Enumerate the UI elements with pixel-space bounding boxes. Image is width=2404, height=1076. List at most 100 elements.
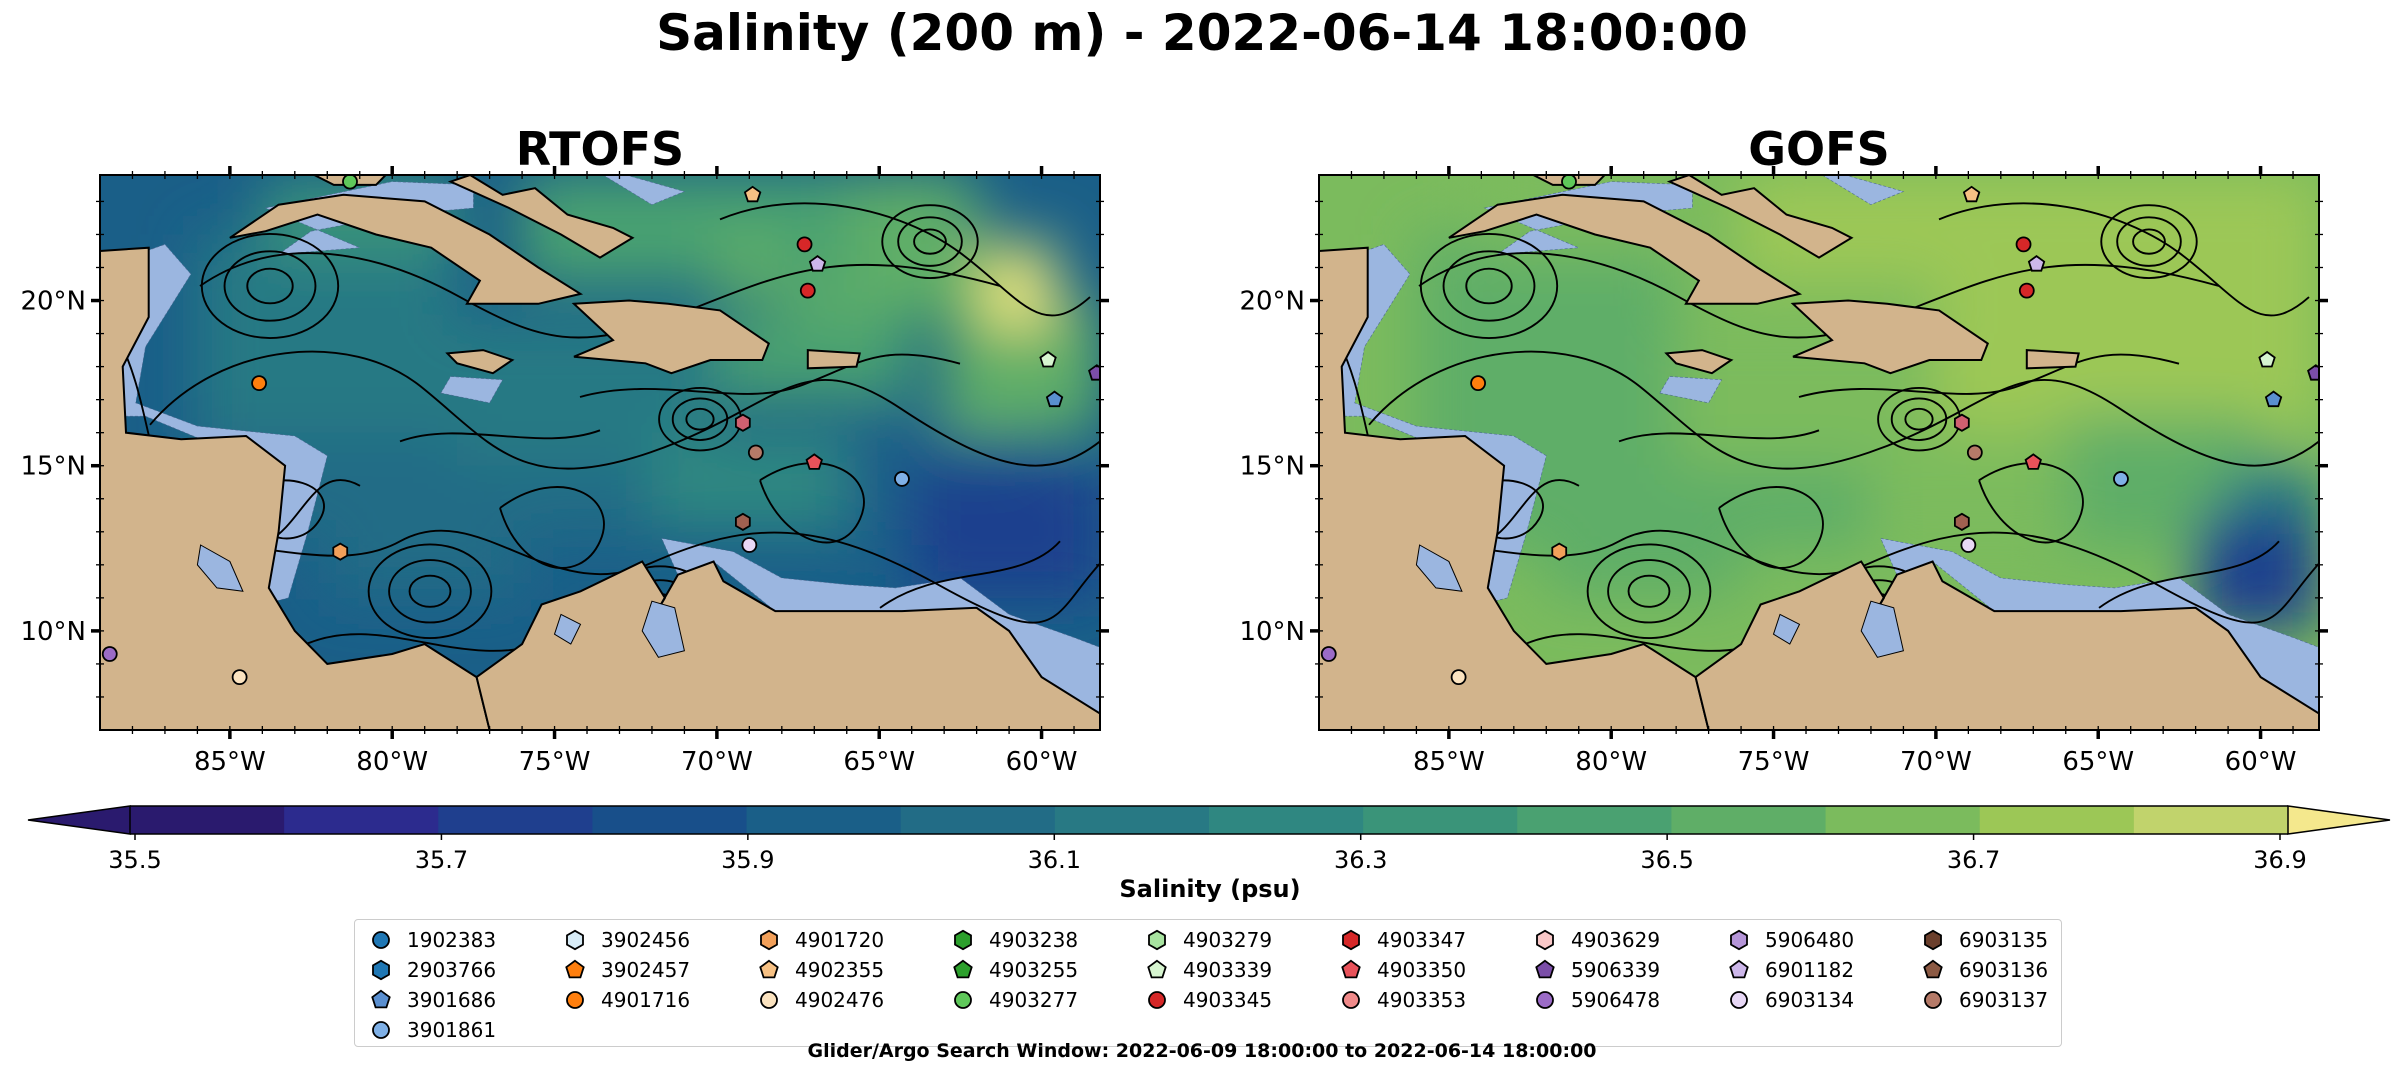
legend-marker: [1730, 929, 1748, 951]
x-tick-label: 70°W: [681, 747, 753, 777]
legend-label: 4901716: [601, 988, 691, 1012]
float-marker-5906478: [101, 646, 118, 662]
float-marker-4903339: [2258, 350, 2276, 368]
legend-item-4901720: 4901720: [757, 925, 884, 955]
legend-label: 3901686: [407, 988, 497, 1012]
legend-item-5906339: 5906339: [1533, 955, 1660, 985]
rtofs-map-panel: 85°W 80°W 75°W 70°W 65°W 60°W 10°N 15°N 20°N RTOF…: [20, 122, 1109, 777]
legend-marker: [1342, 991, 1360, 1009]
legend-item-3901861: 3901861: [369, 1015, 496, 1045]
legend-item-5906480: 5906480: [1727, 925, 1854, 955]
colorbar-tick-label: 36.7: [1947, 846, 2000, 874]
hexagon-marker-icon: [760, 929, 778, 951]
pentagon-marker-icon: [1923, 959, 1943, 979]
legend-marker: [566, 991, 584, 1009]
colorbar-segment: [1671, 806, 1827, 834]
legend-label: 2903766: [407, 958, 497, 982]
legend-label: 4903279: [1183, 928, 1273, 952]
figure-title: Salinity (200 m) - 2022-06-14 18:00:00: [656, 4, 1748, 62]
pentagon-marker-icon: [759, 959, 779, 979]
y-tick-label: 20°N: [20, 287, 86, 317]
legend-marker: [1342, 929, 1360, 951]
legend-label: 4903353: [1377, 988, 1467, 1012]
legend-item-5906478: 5906478: [1533, 985, 1660, 1015]
legend-item-4903350: 4903350: [1339, 955, 1466, 985]
float-marker-4903339: [1039, 350, 1057, 368]
legend-label: 4902355: [795, 958, 885, 982]
legend-marker: [1148, 929, 1166, 951]
float-marker-4903277: [1561, 175, 1577, 190]
float-marker-4901716: [251, 375, 267, 392]
legend-marker: [760, 929, 778, 951]
float-marker-4902476: [231, 669, 248, 686]
float-marker-extra-0: [2018, 282, 2035, 299]
float-marker-6903137: [1966, 444, 1983, 461]
legend-marker: [1729, 959, 1749, 979]
float-marker-4901720: [1551, 542, 1568, 561]
circle-marker-icon: [372, 931, 390, 949]
land-jamaica: [1664, 349, 1734, 375]
legend-label: 4903350: [1377, 958, 1467, 982]
legend-marker: [371, 989, 391, 1009]
land-south: [475, 560, 1100, 730]
y-tick-label: 15°N: [1239, 452, 1305, 482]
x-tick-label: 60°W: [1006, 747, 1078, 777]
float-marker-6901182: [808, 254, 827, 272]
legend-item-6903136: 6903136: [1921, 955, 2048, 985]
float-marker-4903277: [342, 175, 358, 190]
legend-label: 3902456: [601, 928, 691, 952]
x-tick-label: 80°W: [356, 747, 428, 777]
legend-label: 4903347: [1377, 928, 1467, 952]
float-marker-extra-1: [1954, 413, 1970, 432]
pentagon-marker-icon: [1729, 959, 1749, 979]
legend-marker: [372, 959, 390, 981]
pentagon-marker-icon: [1147, 959, 1167, 979]
legend-item-2903766: 2903766: [369, 955, 496, 985]
legend-item-4903345: 4903345: [1145, 985, 1272, 1015]
legend-label: 4901720: [795, 928, 885, 952]
colorbar-segment: [592, 806, 748, 834]
land-bahamas: [447, 175, 635, 259]
float-marker-3901861: [2113, 471, 2129, 487]
float-marker-6903134: [1960, 537, 1977, 553]
legend-marker: [1341, 959, 1361, 979]
colorbar-segment: [1209, 806, 1364, 834]
legend-label: 1902383: [407, 928, 497, 952]
land-cuba: [1448, 193, 1803, 305]
colorbar-tick-label: 35.9: [721, 846, 774, 874]
circle-marker-icon: [372, 1021, 390, 1039]
x-tick-label: 85°W: [1413, 747, 1485, 777]
legend-label: 6903134: [1765, 988, 1855, 1012]
legend-item-4903238: 4903238: [951, 925, 1078, 955]
legend-label: 5906480: [1765, 928, 1855, 952]
legend-item-1902383: 1902383: [369, 925, 496, 955]
float-marker-4903350: [805, 453, 823, 470]
legend-label: 5906478: [1571, 988, 1661, 1012]
legend-label: 4903255: [989, 958, 1079, 982]
legend-label: 3902457: [601, 958, 691, 982]
land-hispaniola: [1790, 299, 1990, 375]
land-south: [1694, 560, 2319, 730]
legend-item-3902456: 3902456: [563, 925, 690, 955]
float-marker-4902355: [743, 185, 762, 203]
legend-marker: [954, 991, 972, 1009]
x-tick-label: 65°W: [2062, 747, 2134, 777]
pentagon-marker-icon: [371, 989, 391, 1009]
colorbar-tick-label: 36.9: [2253, 846, 2306, 874]
colorbar-segment: [1517, 806, 1673, 834]
legend-marker: [372, 1021, 390, 1039]
circle-marker-icon: [1924, 991, 1942, 1009]
legend-item-4903629: 4903629: [1533, 925, 1660, 955]
float-marker-extra-1: [735, 413, 751, 432]
float-marker-4901720: [332, 542, 349, 561]
legend-marker: [760, 991, 778, 1009]
colorbar-segment: [900, 806, 1056, 834]
hexagon-marker-icon: [954, 929, 972, 951]
legend-marker: [1924, 929, 1942, 951]
legend-marker: [566, 929, 584, 951]
x-tick-label: 65°W: [843, 747, 915, 777]
land-jamaica: [445, 349, 515, 375]
colorbar-segment: [746, 806, 902, 834]
float-marker-5906339: [2307, 364, 2319, 381]
